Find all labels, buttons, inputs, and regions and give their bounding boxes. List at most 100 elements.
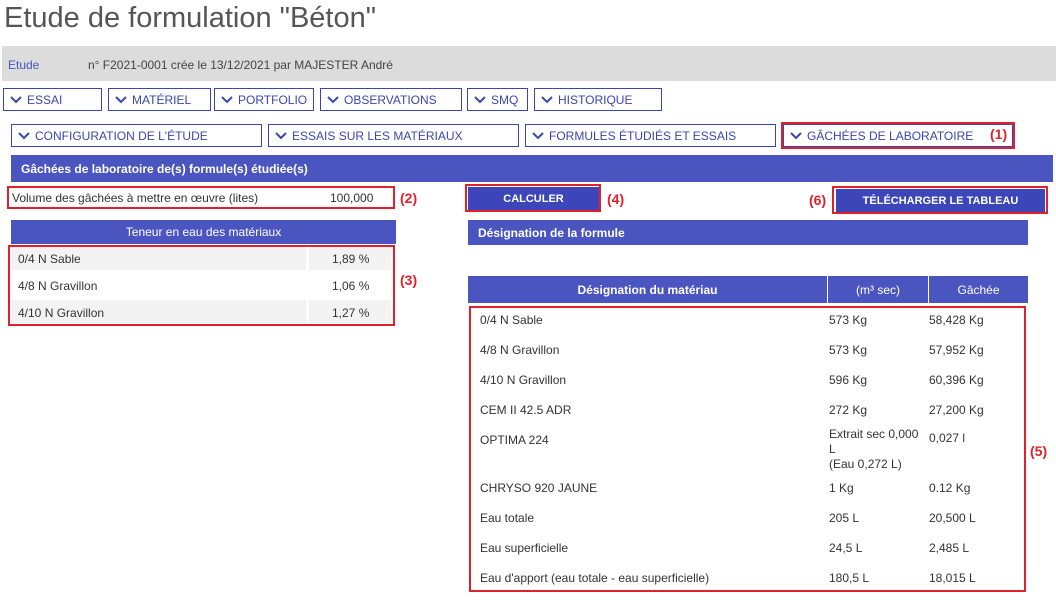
nav-smq-label: SMQ: [491, 92, 519, 107]
table-row: CEM II 42.5 ADR 272 Kg 27,200 Kg: [480, 403, 1020, 421]
chevron-down-icon: [9, 95, 23, 105]
nav-historique-label: HISTORIQUE: [558, 92, 633, 107]
nav-essai-button[interactable]: ESSAI: [3, 88, 102, 111]
column-header-batch: Gâchée: [957, 282, 1000, 297]
study-bar: [2, 46, 1056, 81]
tab-gachees-label: GÂCHÉES DE LABORATOIRE: [807, 128, 974, 143]
formula-header: Désignation de la formule: [468, 220, 1028, 245]
tab-formules[interactable]: FORMULES ÉTUDIÉS ET ESSAIS: [525, 124, 776, 147]
material-dry: 573 Kg: [829, 343, 868, 357]
annotation-label-5: (5): [1030, 443, 1048, 459]
calculate-button[interactable]: CALCULER: [468, 187, 599, 210]
annotation-box-2: [7, 186, 395, 209]
nav-historique-button[interactable]: HISTORIQUE: [534, 88, 662, 111]
nav-portfolio-button[interactable]: PORTFOLIO: [214, 88, 314, 111]
material-batch: 20,500 L: [929, 511, 976, 525]
annotation-label-6: (6): [809, 192, 827, 208]
chevron-down-icon: [17, 131, 31, 141]
material-batch: 0,027 l: [929, 431, 966, 445]
material-dry: 1 Kg: [829, 481, 854, 495]
tab-configuration[interactable]: CONFIGURATION DE L'ÉTUDE: [11, 124, 262, 147]
tab-formules-label: FORMULES ÉTUDIÉS ET ESSAIS: [549, 128, 737, 143]
table-row: Eau superficielle 24,5 L 2,485 L: [480, 541, 1020, 559]
water-row-name: 0/4 N Sable: [18, 252, 81, 266]
material-batch: 27,200 Kg: [929, 403, 984, 417]
nav-essai-label: ESSAI: [27, 92, 63, 107]
study-link[interactable]: Etude: [8, 58, 40, 72]
chevron-down-icon: [789, 131, 803, 141]
chevron-down-icon: [473, 95, 487, 105]
chevron-down-icon: [274, 131, 288, 141]
materials-table-header: Désignation du matériau (m³ sec) Gâchée: [468, 276, 1028, 303]
water-row-name: 4/10 N Gravillon: [18, 306, 105, 320]
material-batch: 58,428 Kg: [929, 313, 984, 327]
annotation-box-1: [781, 122, 1015, 149]
nav-observations-label: OBSERVATIONS: [344, 92, 437, 107]
material-batch: 0.12 Kg: [929, 481, 971, 495]
chevron-down-icon: [114, 95, 128, 105]
chevron-down-icon: [531, 131, 545, 141]
download-table-button[interactable]: TÉLÉCHARGER LE TABLEAU: [836, 189, 1045, 212]
material-batch: 2,485 L: [929, 541, 970, 555]
material-name: CEM II 42.5 ADR: [480, 403, 572, 417]
column-header-dry: (m³ sec): [828, 276, 929, 303]
chevron-down-icon: [220, 95, 234, 105]
table-row: 4/10 N Gravillon 596 Kg 60,396 Kg: [480, 373, 1020, 391]
annotation-box-5: [469, 306, 1026, 592]
material-name: CHRYSO 920 JAUNE: [480, 481, 598, 495]
water-row-value[interactable]: 1,89 %: [332, 252, 370, 266]
material-dry: 205 L: [829, 511, 860, 525]
annotation-box-6: [832, 186, 1048, 214]
table-row: CHRYSO 920 JAUNE 1 Kg 0.12 Kg: [480, 481, 1020, 499]
material-dry-line2: L: [829, 442, 836, 456]
nav-portfolio-label: PORTFOLIO: [238, 92, 308, 107]
annotation-label-4: (4): [607, 191, 625, 207]
nav-materiel-label: MATÉRIEL: [132, 92, 192, 107]
chevron-down-icon: [540, 95, 554, 105]
chevron-down-icon: [326, 95, 340, 105]
tab-essais-materiaux-label: ESSAIS SUR LES MATÉRIAUX: [292, 128, 463, 143]
material-batch: 60,396 Kg: [929, 373, 984, 387]
volume-row: Volume des gâchées à mettre en œuvre (li…: [8, 188, 394, 208]
water-row-value[interactable]: 1,27 %: [332, 306, 370, 320]
table-row: Eau totale 205 L 20,500 L: [480, 511, 1020, 529]
material-dry: 180,5 L: [829, 571, 870, 585]
water-row-name: 4/8 N Gravillon: [18, 279, 98, 293]
volume-input[interactable]: 100,000: [330, 191, 374, 205]
nav-observations-button[interactable]: OBSERVATIONS: [320, 88, 462, 111]
water-row: 4/10 N Gravillon 1,27 %: [11, 300, 391, 323]
annotation-label-1: (1): [990, 126, 1008, 142]
tab-essais-materiaux[interactable]: ESSAIS SUR LES MATÉRIAUX: [268, 124, 519, 147]
material-dry: 573 Kg: [829, 313, 868, 327]
water-row: 4/8 N Gravillon 1,06 %: [11, 274, 391, 297]
material-name: Eau d'apport (eau totale - eau superfici…: [480, 571, 710, 585]
tab-configuration-label: CONFIGURATION DE L'ÉTUDE: [35, 128, 208, 143]
annotation-box-3: [8, 245, 395, 326]
nav-smq-button[interactable]: SMQ: [467, 88, 528, 111]
table-row: OPTIMA 224 Extrait sec 0,000 L (Eau 0,27…: [480, 427, 1020, 473]
annotation-label-3: (3): [400, 272, 418, 288]
material-name: Eau superficielle: [480, 541, 569, 555]
material-batch: 18,015 L: [929, 571, 976, 585]
table-row: 4/8 N Gravillon 573 Kg 57,952 Kg: [480, 343, 1020, 361]
page-title: Etude de formulation "Béton": [4, 2, 377, 34]
study-info: n° F2021-0001 crée le 13/12/2021 par MAJ…: [88, 58, 393, 72]
material-name: OPTIMA 224: [480, 433, 549, 447]
material-dry-line1: Extrait sec 0,000: [829, 427, 919, 441]
material-name: 4/8 N Gravillon: [480, 343, 560, 357]
table-row: Eau d'apport (eau totale - eau superfici…: [480, 571, 1020, 589]
material-dry: 272 Kg: [829, 403, 868, 417]
water-row-value[interactable]: 1,06 %: [332, 279, 370, 293]
tab-gachees[interactable]: GÂCHÉES DE LABORATOIRE: [783, 124, 1013, 147]
material-dry-line3: (Eau 0,272 L): [829, 457, 902, 471]
nav-materiel-button[interactable]: MATÉRIEL: [108, 88, 211, 111]
table-row: 0/4 N Sable 573 Kg 58,428 Kg: [480, 313, 1020, 331]
material-dry: 24,5 L: [829, 541, 863, 555]
section-title: Gâchées de laboratoire de(s) formule(s) …: [11, 155, 1053, 182]
material-dry: 596 Kg: [829, 373, 868, 387]
material-name: 4/10 N Gravillon: [480, 373, 567, 387]
water-row: 0/4 N Sable 1,89 %: [11, 247, 391, 270]
material-name: 0/4 N Sable: [480, 313, 543, 327]
annotation-label-2: (2): [400, 190, 418, 206]
column-header-material: Désignation du matériau: [468, 276, 828, 303]
